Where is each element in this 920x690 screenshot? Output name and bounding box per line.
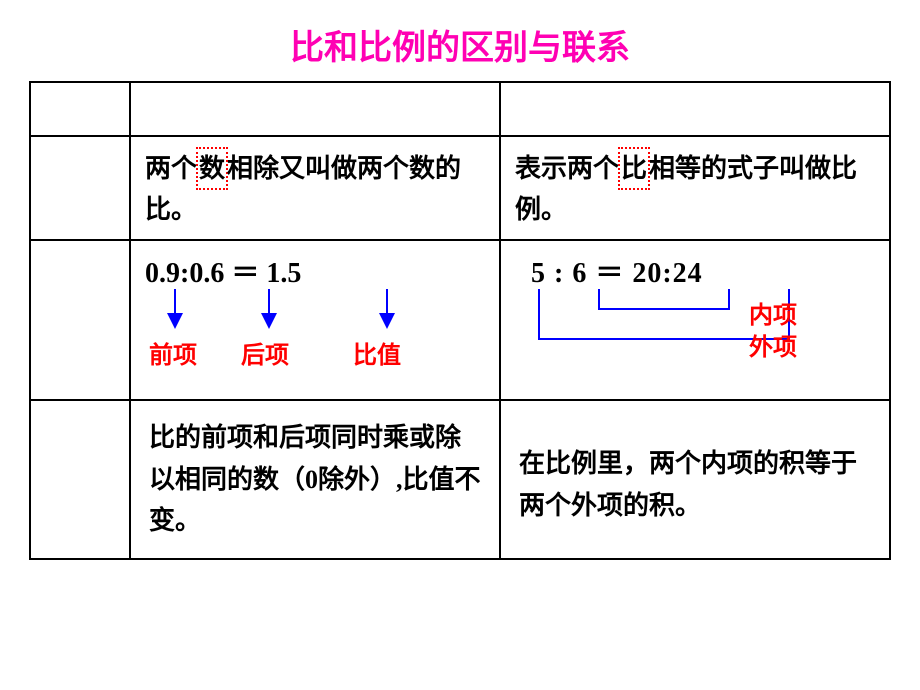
proportion-rule-cell: 在比例里，两个内项的积等于两个外项的积。 bbox=[500, 400, 890, 559]
label-back-term: 后项 bbox=[241, 335, 289, 370]
header-cell-empty bbox=[30, 82, 130, 136]
arrow-back-icon bbox=[259, 287, 279, 331]
ratio-def-pre: 两个 bbox=[145, 154, 197, 183]
ratio-rule-cell: 比的前项和后项同时乘或除以相同的数（0除外）,比值不变。 bbox=[130, 400, 500, 559]
row-label-rule bbox=[30, 400, 130, 559]
page-title: 比和比例的区别与联系 bbox=[0, 0, 920, 81]
arrow-value-icon bbox=[377, 287, 397, 331]
proportion-definition-cell: 表示两个比相等的式子叫做比例。 bbox=[500, 136, 890, 240]
proportion-example-cell: 5 : 6 ＝ 20:24 内项 外项 bbox=[500, 240, 890, 400]
label-front-term: 前项 bbox=[149, 335, 197, 370]
example-row: 0.9:0.6 ＝ 1.5 前项 后项 比值 5 : 6 ＝ 20:24 bbox=[30, 240, 890, 400]
ratio-rule-text: 比的前项和后项同时乘或除以相同的数（0除外）,比值不变。 bbox=[145, 411, 485, 548]
table-header-row bbox=[30, 82, 890, 136]
prop-def-highlight: 比 bbox=[618, 147, 650, 190]
rule-row: 比的前项和后项同时乘或除以相同的数（0除外）,比值不变。 在比例里，两个内项的积… bbox=[30, 400, 890, 559]
label-outer-term: 外项 bbox=[749, 327, 797, 362]
definition-row: 两个数相除又叫做两个数的比。 表示两个比相等的式子叫做比例。 bbox=[30, 136, 890, 240]
label-value-term: 比值 bbox=[353, 335, 401, 370]
ratio-definition-cell: 两个数相除又叫做两个数的比。 bbox=[130, 136, 500, 240]
header-cell-proportion bbox=[500, 82, 890, 136]
row-label-example bbox=[30, 240, 130, 400]
ratio-example-cell: 0.9:0.6 ＝ 1.5 前项 后项 比值 bbox=[130, 240, 500, 400]
header-cell-ratio bbox=[130, 82, 500, 136]
ratio-def-highlight: 数 bbox=[196, 147, 228, 190]
arrow-front-icon bbox=[165, 287, 185, 331]
label-inner-term: 内项 bbox=[749, 295, 797, 330]
proportion-rule-text: 在比例里，两个内项的积等于两个外项的积。 bbox=[515, 411, 875, 532]
comparison-table: 两个数相除又叫做两个数的比。 表示两个比相等的式子叫做比例。 0.9:0.6 ＝… bbox=[29, 81, 891, 560]
row-label-definition bbox=[30, 136, 130, 240]
prop-def-pre: 表示两个 bbox=[515, 154, 619, 183]
ratio-expression: 0.9:0.6 ＝ 1.5 bbox=[145, 251, 301, 291]
